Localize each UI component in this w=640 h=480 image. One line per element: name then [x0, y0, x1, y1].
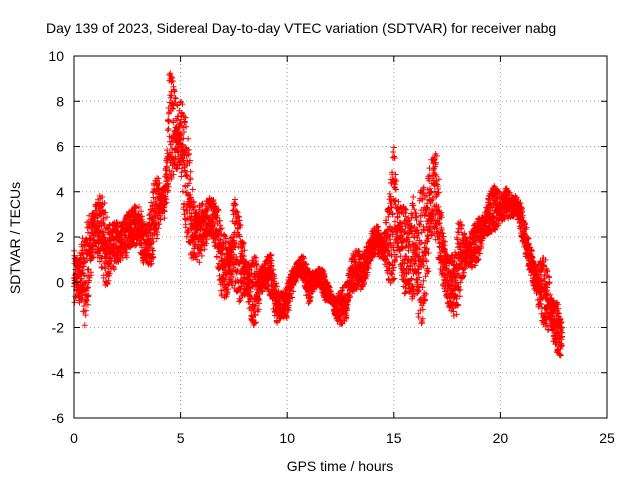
- x-tick-label: 25: [599, 430, 615, 446]
- x-tick-labels: 0 5 10 15 20 25: [70, 430, 615, 446]
- x-tick-label: 0: [70, 430, 78, 446]
- y-axis-label: SDTVAR / TECUs: [7, 182, 23, 294]
- y-tick-label: 4: [56, 184, 64, 200]
- x-tick-label: 20: [493, 430, 509, 446]
- y-tick-label: 8: [56, 93, 64, 109]
- chart-title: Day 139 of 2023, Sidereal Day-to-day VTE…: [46, 20, 556, 36]
- y-tick-label: 2: [56, 229, 64, 245]
- y-tick-label: -4: [52, 365, 65, 381]
- y-tick-label: 10: [48, 48, 64, 64]
- y-tick-label: -2: [52, 320, 65, 336]
- x-tick-label: 15: [386, 430, 402, 446]
- axis-ticks: [73, 55, 608, 419]
- x-tick-label: 5: [177, 430, 185, 446]
- y-tick-labels: -6 -4 -2 0 2 4 6 8 10: [48, 48, 64, 426]
- y-tick-label: 6: [56, 139, 64, 155]
- y-tick-label: -6: [52, 410, 65, 426]
- x-tick-label: 10: [279, 430, 295, 446]
- y-tick-label: 0: [56, 274, 64, 290]
- x-axis-label: GPS time / hours: [287, 458, 394, 474]
